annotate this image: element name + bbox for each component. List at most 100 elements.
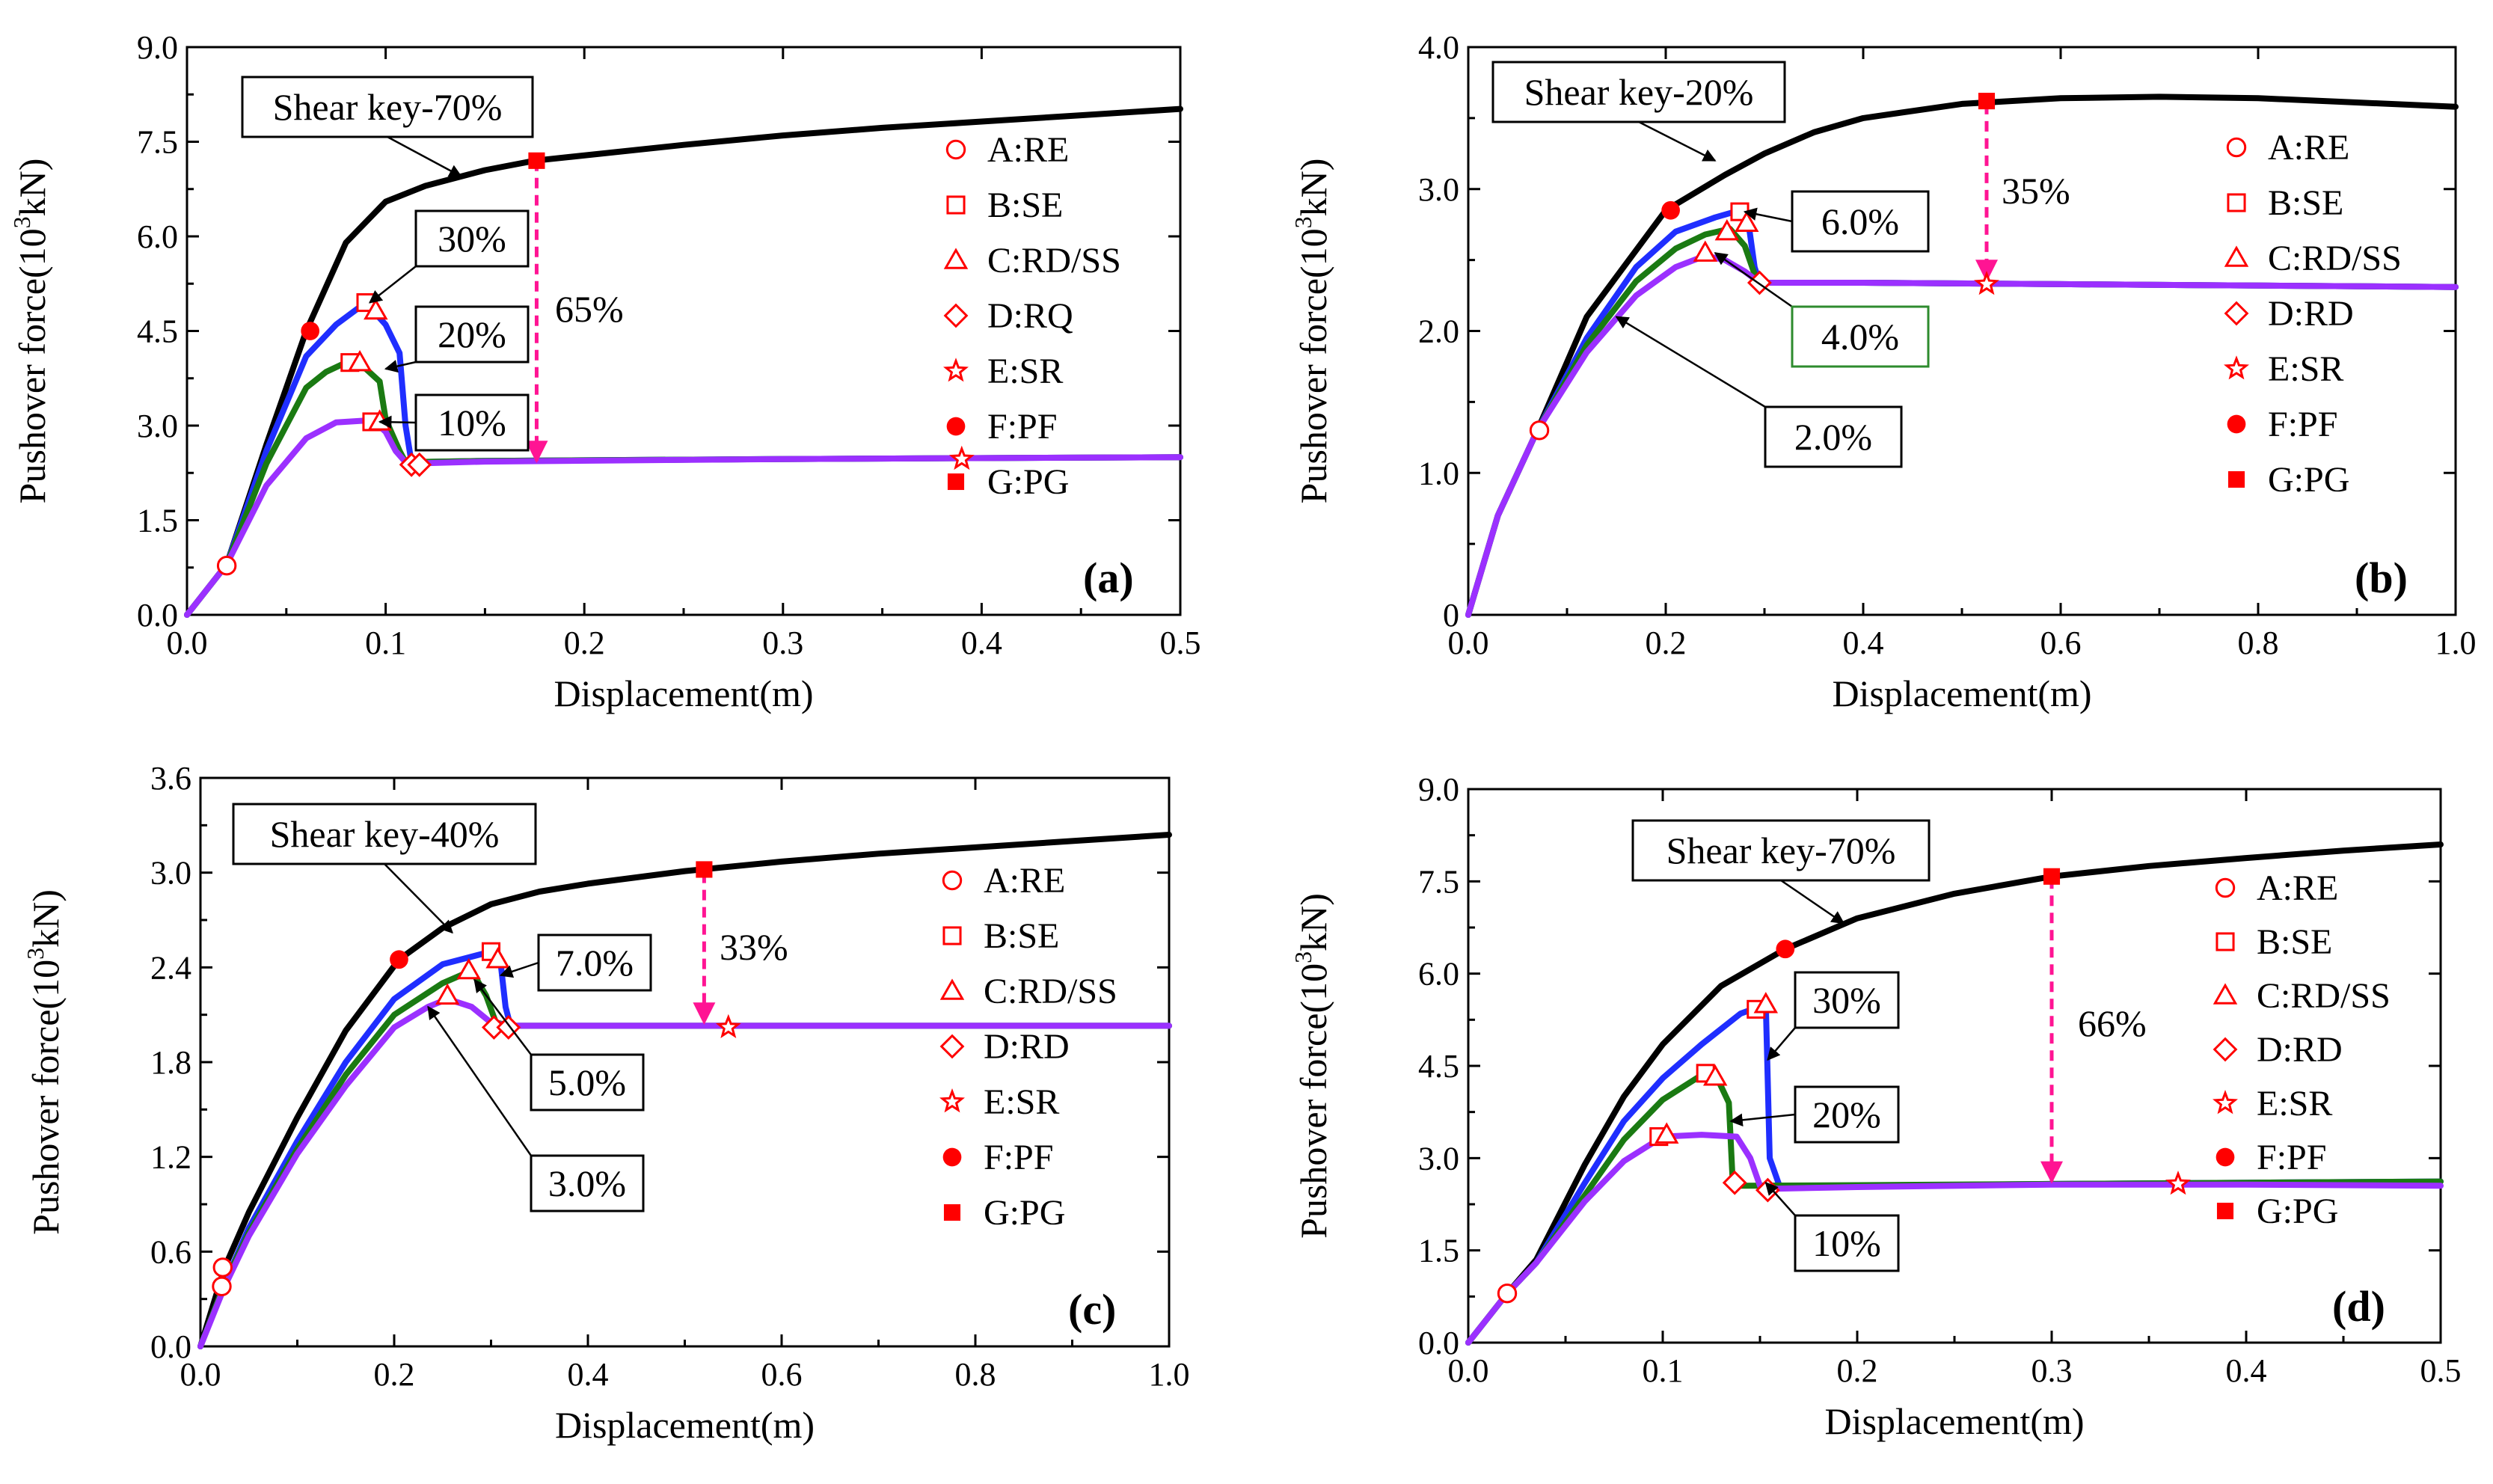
marker-E [2165,1170,2191,1195]
marker-G [1978,93,1996,110]
callout-box [1794,971,1900,1029]
y-tick-label: 2.0 [1418,313,1459,350]
callout-leader [1780,879,1845,925]
callout-leader [387,135,463,177]
legend-marker-D [2224,301,2249,326]
marker-A [1497,1284,1518,1304]
x-tick-label: 0.0 [1448,1352,1489,1389]
x-tick-label: 0.0 [167,625,208,661]
legend-entry: C:RD/SS [984,972,1117,1011]
legend-entry: F:PF [984,1138,1053,1177]
legend-marker-C [2213,983,2238,1005]
marker-C [1702,1064,1728,1086]
y-tick-label: 3.0 [150,855,191,892]
legend-marker-D [2213,1037,2238,1062]
callout-box [1791,190,1930,253]
x-tick-label: 1.0 [1149,1356,1190,1393]
legend-marker-C [939,978,965,1000]
x-tick-label: 0.4 [568,1356,609,1393]
x-tick-label: 0.8 [955,1356,996,1393]
drop-percent-label: 33% [720,926,788,968]
series-line-black [184,105,1183,618]
callout-box [1491,61,1786,123]
callout-leader [378,415,417,429]
callout-text: 10% [438,402,506,444]
legend-marker-E [2213,1090,2238,1114]
callout-leader [368,266,417,304]
callout-text: 20% [1812,1094,1881,1135]
legend-entry: A:RE [2257,868,2338,908]
callout-leader [499,961,539,978]
x-tick-label: 0.4 [961,625,1002,661]
y-axis-label-post: kN) [11,159,53,217]
callout-box [1794,1085,1900,1144]
marker-F [1776,939,1795,959]
callout-leader [427,1005,533,1156]
y-tick-label: 6.0 [1418,956,1459,993]
y-tick-label: 4.5 [1418,1048,1459,1085]
y-tick-label: 0.0 [1418,1325,1459,1361]
legend-marker-C [2224,245,2249,267]
marker-C [1693,240,1718,262]
y-tick-label: 0.6 [150,1233,191,1270]
legend-marker-C [943,248,969,269]
callout-box [1794,1214,1900,1272]
y-tick-label: 9.0 [137,29,178,66]
marker-C [364,298,388,320]
legend-marker-A [2226,137,2247,158]
y-tick-label: 3.6 [150,760,191,797]
callout-box [1791,305,1930,368]
callout-text: 10% [1812,1222,1881,1264]
callout-text: Shear key-70% [1666,830,1896,871]
callout-leader [384,360,417,373]
y-axis-label: Pushover force(103kN) [1290,893,1334,1239]
marker-C [485,947,510,969]
x-tick-label: 0.5 [2420,1352,2462,1389]
callout-text: 30% [1812,979,1881,1021]
x-tick-label: 0.0 [180,1356,221,1393]
y-tick-label: 0 [1443,597,1459,634]
callout-text: 5.0% [548,1061,626,1103]
marker-E [948,445,975,470]
legend-marker-B [2227,193,2246,212]
legend-marker-G [2227,470,2245,488]
callout-box [241,76,534,138]
y-axis-label: Pushover force(103kN) [22,889,67,1235]
legend-marker-F [942,1147,962,1167]
callout-text: 4.0% [1821,316,1899,358]
y-axis-label-sup: 3 [1290,951,1316,963]
y-axis-label-sup: 3 [8,216,35,228]
callout-leader [473,978,532,1055]
legend-entry: A:RE [984,861,1065,901]
legend-marker-E [2224,355,2249,380]
callout-leader [1638,120,1717,162]
legend-marker-A [942,870,963,891]
x-tick-label: 0.6 [2040,625,2082,661]
marker-E [1974,270,1999,295]
marker-C [435,983,460,1005]
marker-C [456,957,481,980]
callout-box [414,305,530,364]
y-tick-label: 3.0 [1418,1140,1459,1177]
legend-entry: G:PG [984,1193,1065,1233]
callout-text: 7.0% [556,942,634,984]
chart-panel-c: 0.0 0.2 0.4 0.6 0.8 1.0 0.0 0.6 1.2 1.8 2.4 3.0 3.6 D… [22,760,1190,1446]
y-axis-label: Pushover force(103kN) [8,159,53,504]
y-tick-label: 1.8 [150,1044,191,1081]
legend-entry: G:PG [2268,460,2349,500]
marker-D [1722,1170,1747,1195]
y-axis-label-pre: Pushover force(10 [11,228,53,503]
y-tick-label: 4.5 [137,313,178,350]
legend-marker-A [945,139,966,160]
marker-F [1661,200,1680,220]
x-tick-label: 0.2 [374,1356,415,1393]
legend-entry: A:RE [987,130,1069,170]
chart-panel-a: 0.0 0.1 0.2 0.3 0.4 0.5 0.0 1.5 3.0 4.5 6.0 7.5 9.0 D… [8,29,1201,714]
y-tick-label: 1.2 [150,1139,191,1176]
marker-C [347,349,372,372]
y-axis-label-post: kN) [1293,893,1334,951]
series-line-black [197,832,1172,1349]
legend-entry: B:SE [987,186,1063,225]
callout-text: 2.0% [1794,416,1872,458]
y-tick-label: 7.5 [1418,863,1459,900]
